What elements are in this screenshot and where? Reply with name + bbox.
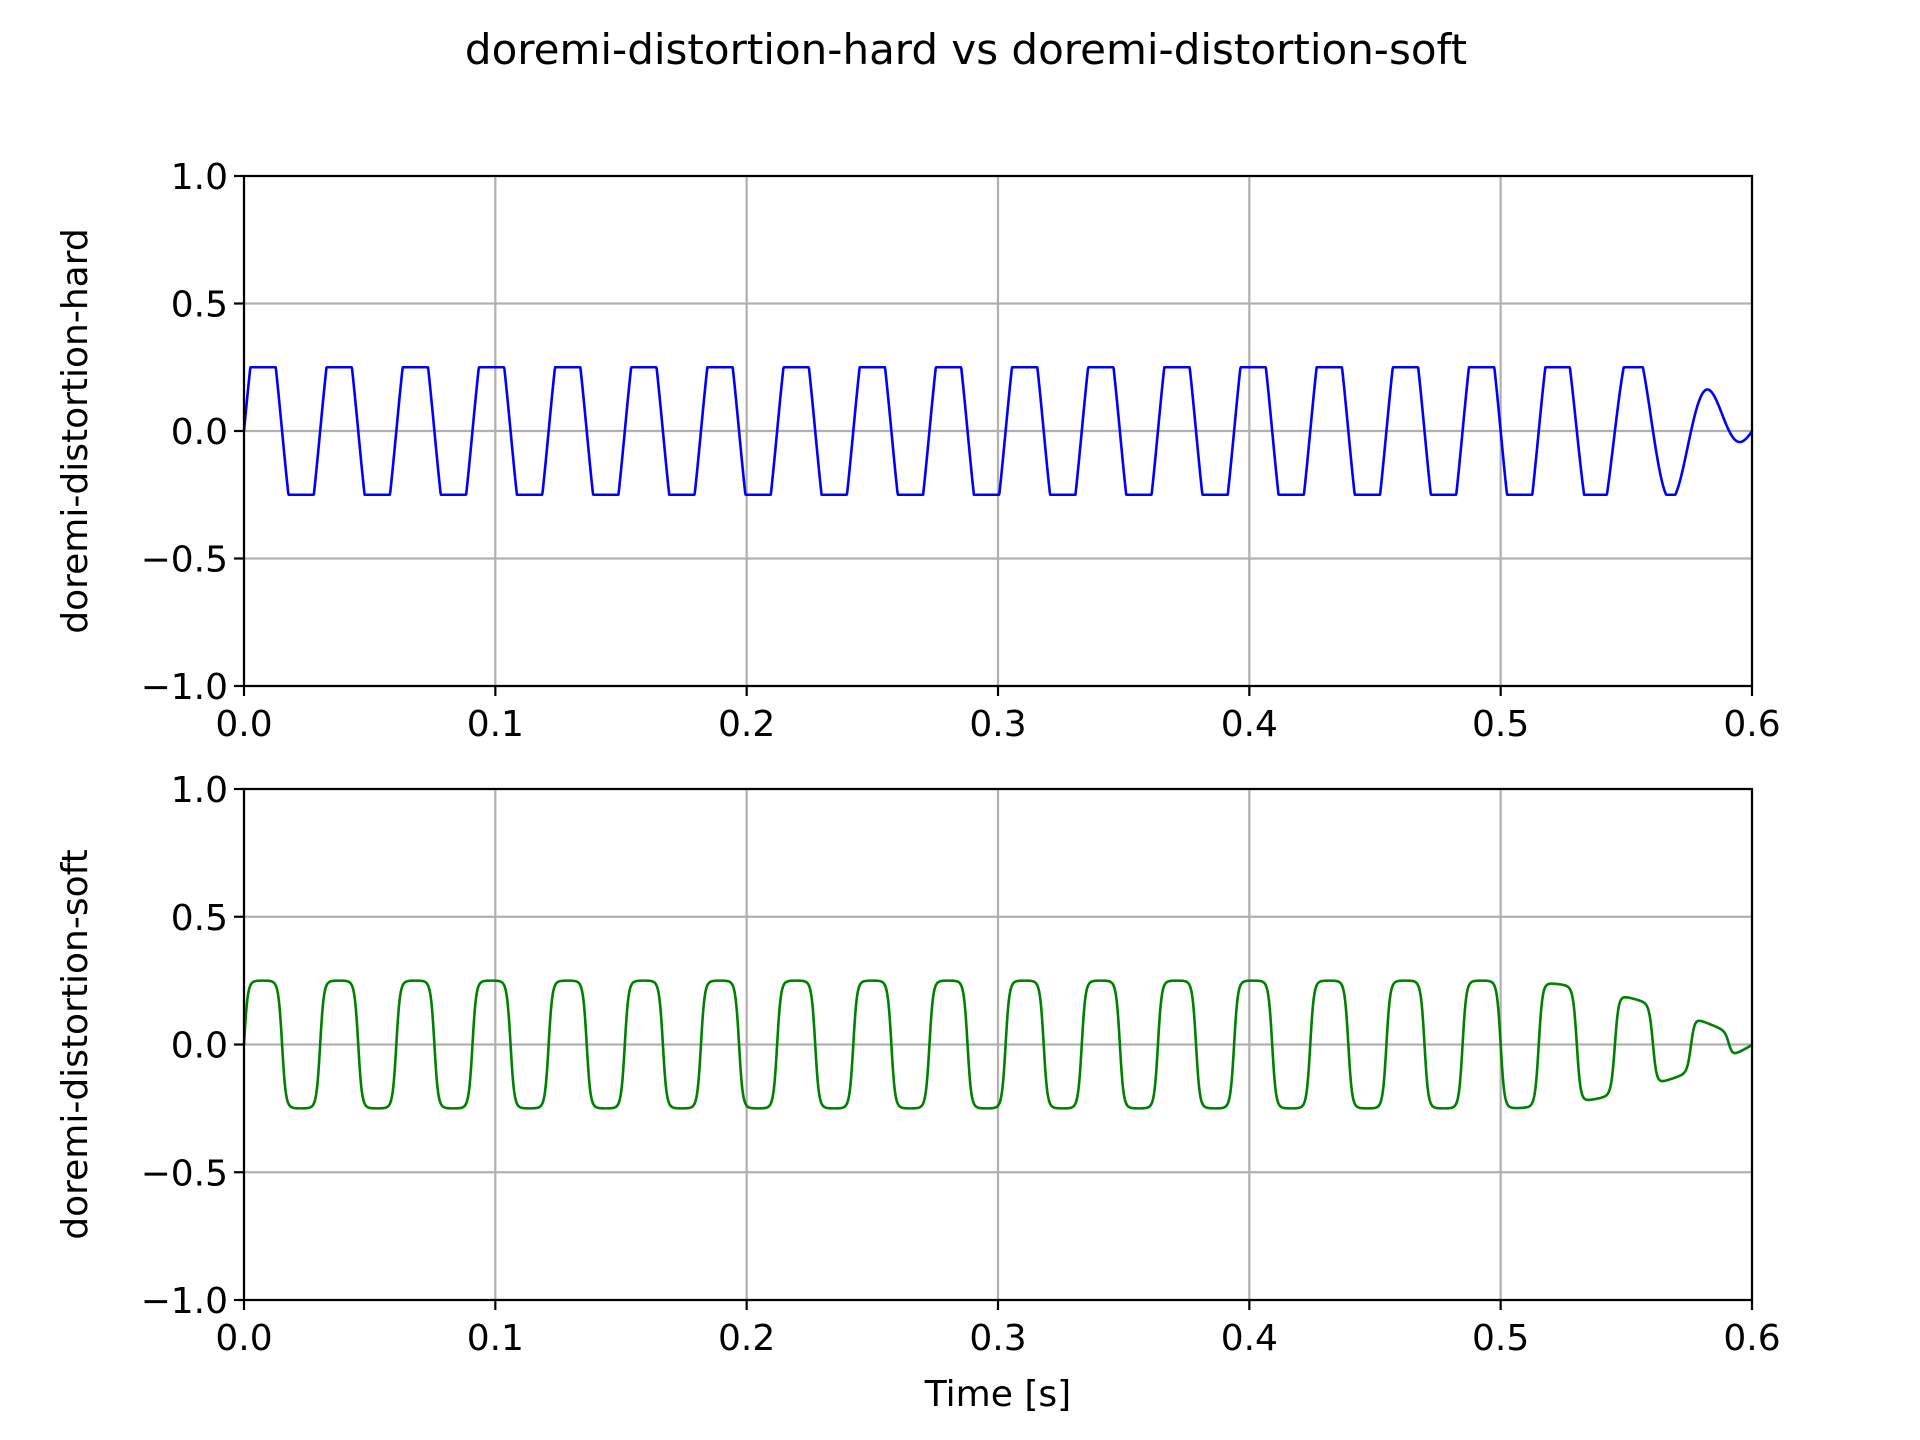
top-x-tick-label: 0.6 bbox=[1723, 704, 1780, 745]
bottom-y-tick-label: 1.0 bbox=[171, 770, 228, 811]
top-y-tick-label: 0.0 bbox=[171, 412, 228, 453]
bottom-y-tick-label: −1.0 bbox=[141, 1281, 228, 1322]
top-x-tick-label: 0.0 bbox=[215, 704, 272, 745]
bottom-x-axis-label: Time [s] bbox=[924, 1374, 1071, 1415]
bottom-y-ticks: 1.0 0.5 0.0 −0.5 −1.0 bbox=[141, 770, 244, 1322]
top-y-tick-label: 1.0 bbox=[171, 157, 228, 198]
top-y-tick-label: 0.5 bbox=[171, 285, 228, 326]
bottom-x-ticks: 0.0 0.1 0.2 0.3 0.4 0.5 0.6 bbox=[215, 1300, 1781, 1359]
top-y-tick-label: −0.5 bbox=[141, 540, 228, 581]
bottom-x-tick-label: 0.6 bbox=[1723, 1318, 1780, 1359]
bottom-y-tick-label: 0.0 bbox=[171, 1026, 228, 1067]
top-x-tick-label: 0.4 bbox=[1221, 704, 1278, 745]
bottom-y-tick-label: −0.5 bbox=[141, 1153, 228, 1194]
figure-title: doremi-distortion-hard vs doremi-distort… bbox=[465, 25, 1467, 74]
top-x-tick-label: 0.5 bbox=[1472, 704, 1529, 745]
bottom-x-tick-label: 0.5 bbox=[1472, 1318, 1529, 1359]
top-y-tick-label: −1.0 bbox=[141, 667, 228, 708]
top-x-tick-label: 0.3 bbox=[969, 704, 1026, 745]
bottom-x-tick-label: 0.2 bbox=[718, 1318, 775, 1359]
top-y-ticks: 1.0 0.5 0.0 −0.5 −1.0 bbox=[141, 157, 244, 708]
bottom-x-tick-label: 0.3 bbox=[969, 1318, 1026, 1359]
bottom-x-tick-label: 0.0 bbox=[215, 1318, 272, 1359]
bottom-subplot: 0.0 0.1 0.2 0.3 0.4 0.5 0.6 1.00.50.0−0.5−1.0 … bbox=[55, 770, 1781, 1415]
top-y-axis-label: doremi-distortion-hard bbox=[55, 228, 96, 634]
bottom-y-tick-label: 0.5 bbox=[171, 898, 228, 939]
bottom-x-tick-label: 0.4 bbox=[1221, 1318, 1278, 1359]
top-series-line bbox=[242, 365, 1754, 497]
top-x-tick-label: 0.1 bbox=[467, 704, 524, 745]
top-x-tick-label: 0.2 bbox=[718, 704, 775, 745]
bottom-y-axis-label: doremi-distortion-soft bbox=[55, 849, 96, 1240]
top-x-ticks: 0.0 0.1 0.2 0.3 0.4 0.5 0.6 bbox=[215, 686, 1781, 745]
bottom-series-line bbox=[242, 979, 1754, 1110]
top-subplot: 0.0 0.1 0.2 0.3 0.4 0.5 0.6 1.00.50.0−0.5−1.0 … bbox=[55, 157, 1781, 745]
bottom-x-tick-label: 0.1 bbox=[467, 1318, 524, 1359]
